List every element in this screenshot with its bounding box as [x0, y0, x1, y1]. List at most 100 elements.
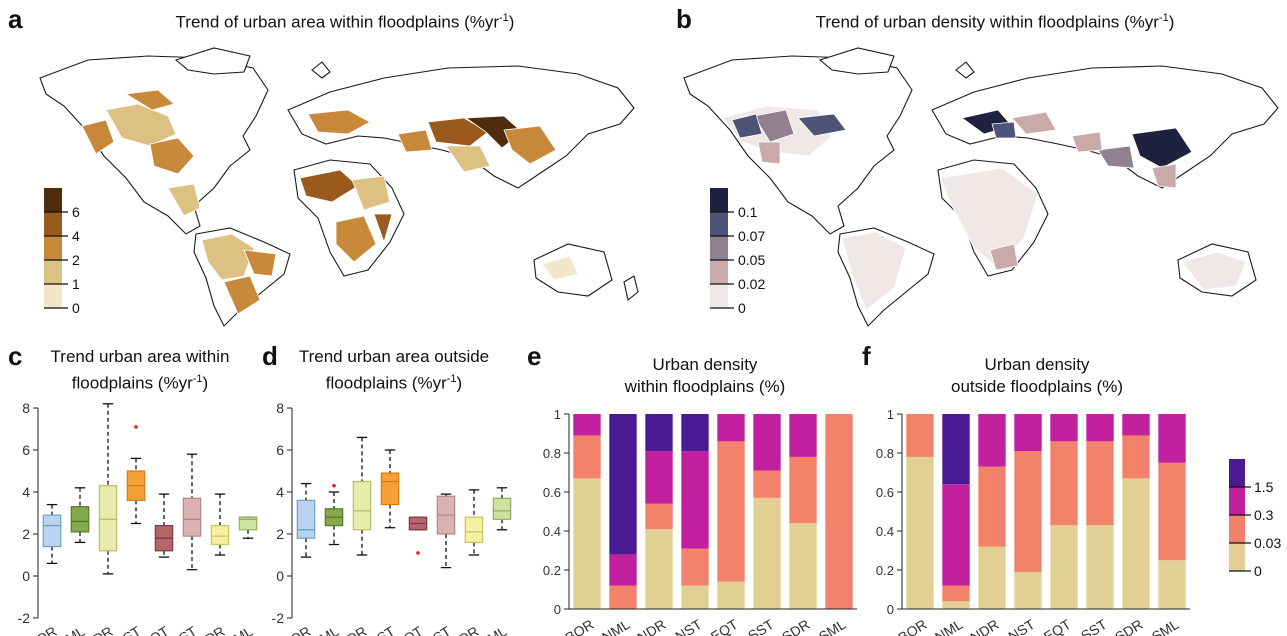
box-body	[238, 516, 258, 531]
x-tick-label: SDR	[448, 623, 482, 636]
x-tick-label: NDR	[81, 623, 115, 636]
legend-swatch	[710, 236, 728, 260]
y-tick-label: 0	[22, 568, 30, 584]
panel-title-d-line1: Trend urban area outside	[298, 347, 490, 366]
x-tick-label: NML	[308, 623, 342, 636]
stacked-bar-segment	[978, 414, 1006, 467]
x-tick-label: BOR	[562, 616, 596, 636]
legend-swatch	[44, 188, 62, 212]
panel-title-c-sup: -1	[192, 373, 203, 385]
panel-title-c-line1: Trend urban area within	[50, 347, 230, 366]
x-tick-label: BOR	[25, 623, 59, 636]
x-tick-label: BOR	[279, 623, 313, 636]
panel-title-b-sup: -1	[1158, 12, 1169, 24]
stacked-bar-segment	[789, 456, 817, 524]
x-tick-label: SDR	[1112, 616, 1146, 636]
panel-letter-a: a	[8, 4, 23, 34]
box-body	[380, 472, 400, 506]
stacked-bar-segment	[645, 503, 673, 530]
legend-label: 0.1	[738, 204, 758, 220]
y-tick-label: 0.2	[876, 563, 894, 578]
map-b-regions	[721, 105, 1247, 311]
x-tick-label: SML	[816, 616, 849, 636]
stacked-bar-segment	[1158, 414, 1186, 463]
stacked-bar-segment	[1050, 441, 1078, 526]
x-tick-label: EQT	[708, 616, 741, 636]
legend-label: 6	[72, 204, 80, 220]
box-body	[352, 480, 372, 531]
x-tick-label: EQT	[1041, 616, 1074, 636]
stacked-bar-segment	[681, 414, 709, 452]
y-tick-label: 0.2	[543, 563, 561, 578]
panel-title-f-line1: Urban density	[984, 355, 1090, 374]
y-tick-label: 0.4	[876, 524, 894, 539]
stacked-bar-segment	[645, 529, 673, 609]
y-tick-label: -2	[18, 610, 31, 626]
stacked-bar-segment	[753, 470, 781, 498]
stacked-bar-segment	[906, 456, 934, 609]
x-tick-label: EQT	[139, 623, 172, 636]
stacked-bar-segment	[1122, 414, 1150, 436]
box-outlier	[332, 483, 336, 488]
stacked-bar-segment	[753, 497, 781, 609]
y-tick-label: 0	[554, 602, 561, 617]
x-tick-label: NST	[1005, 616, 1038, 636]
x-tick-label: SST	[1078, 616, 1110, 636]
y-tick-label: 1	[554, 407, 561, 422]
panel-title-a: Trend of urban area within floodplains (…	[110, 12, 580, 33]
box-outlier	[416, 551, 420, 555]
stacked-bar-segment	[942, 585, 970, 602]
panel-letter-f: f	[862, 341, 871, 371]
panel-title-c-line2-text: floodplains (%yr	[71, 373, 193, 393]
legend-label: 2	[72, 252, 80, 268]
y-tick-label: 0.4	[543, 524, 561, 539]
stacked-bar-segment	[717, 581, 745, 609]
panel-letter-c: c	[8, 341, 23, 371]
box-body	[98, 485, 118, 552]
y-tick-label: 0.6	[876, 485, 894, 500]
stacked-bar-segment	[906, 414, 934, 457]
stacked-bar-segment	[1158, 462, 1186, 561]
y-tick-label: 6	[276, 442, 284, 458]
map-a-legend: 6 4 2 1 0	[44, 188, 80, 316]
panel-title-e: Urban density within floodplains (%)	[560, 354, 850, 398]
y-tick-label: 0.8	[543, 446, 561, 461]
map-b: 0.1 0.07 0.05 0.02 0	[683, 47, 1279, 327]
x-tick-label: NML	[599, 616, 633, 636]
stacked-bar-segment	[609, 585, 637, 609]
panel-title-f: Urban density outside floodplains (%)	[892, 354, 1182, 398]
stacked-bar-segment	[1086, 414, 1114, 442]
stacked-bar-segment	[942, 484, 970, 586]
x-tick-label: NDR	[634, 616, 668, 636]
box-body	[210, 524, 230, 546]
x-tick-label: SST	[168, 623, 200, 636]
panel-title-e-line1: Urban density	[652, 355, 758, 374]
x-tick-label: SDR	[194, 623, 228, 636]
stacked-bar-segment	[645, 414, 673, 452]
legend-swatch	[710, 284, 728, 308]
x-tick-label: SML	[477, 623, 510, 636]
panel-title-a-text: Trend of urban area within floodplains (…	[175, 12, 500, 32]
box-outlier	[134, 425, 138, 429]
panel-letter-b: b	[676, 4, 692, 34]
legend-label: 0	[72, 300, 80, 316]
y-tick-label: 0	[887, 602, 894, 617]
x-tick-label: SML	[223, 623, 256, 636]
panel-title-d-line2: floodplains (%yr-1)	[274, 368, 514, 395]
legend-label: 0.03	[1254, 535, 1281, 551]
stacked-bar-segment	[942, 601, 970, 609]
x-tick-label: SML	[1149, 616, 1182, 636]
stacked-bar-segment	[681, 451, 709, 549]
box-body	[182, 497, 202, 537]
y-tick-label: 8	[22, 400, 30, 416]
y-tick-label: 4	[22, 484, 30, 500]
stacked-bar-segment	[1122, 478, 1150, 609]
legend-label: 0.3	[1254, 507, 1274, 523]
stacked-bar-segment	[573, 435, 601, 479]
panel-title-d-sup: -1	[446, 373, 457, 385]
panel-title-a-sup: -1	[499, 12, 509, 24]
stacked-bar-segment	[1086, 525, 1114, 609]
panel-title-f-line2: outside floodplains (%)	[951, 377, 1123, 396]
legend-swatch	[1229, 459, 1245, 487]
